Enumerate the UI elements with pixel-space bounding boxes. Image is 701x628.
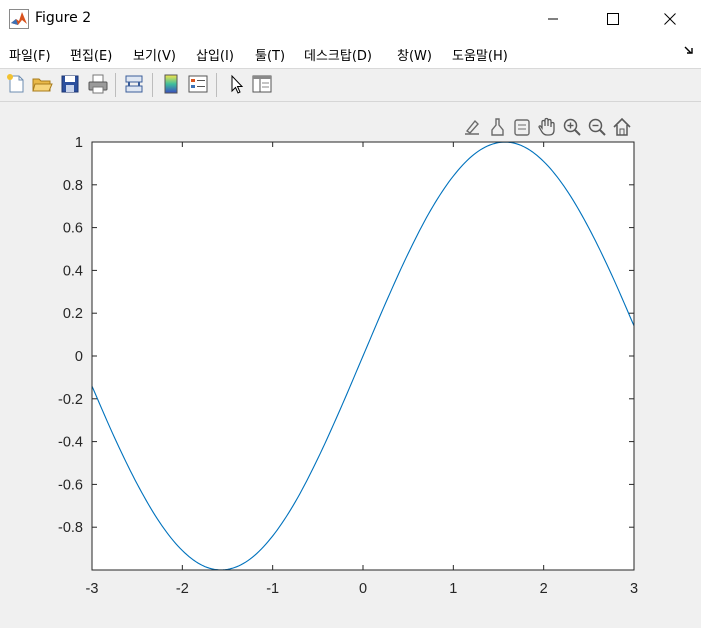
new-figure-icon[interactable]	[5, 73, 27, 95]
series-line-0[interactable]	[92, 141, 634, 571]
minimize-button[interactable]	[530, 0, 576, 38]
save-icon[interactable]	[59, 73, 81, 95]
x-tick-label: 3	[630, 581, 638, 597]
open-file-icon[interactable]	[31, 73, 53, 95]
toolbar-separator	[216, 73, 217, 97]
insert-legend-icon[interactable]	[187, 73, 209, 95]
x-tick-label: -1	[266, 581, 279, 597]
window-title: Figure 2	[35, 10, 92, 26]
menu-desktop[interactable]: 데스크탑(D)	[304, 49, 372, 64]
toolbar-separator	[115, 73, 116, 97]
zoom-out-icon[interactable]	[587, 116, 607, 138]
zoom-in-icon[interactable]	[562, 116, 582, 138]
close-icon	[664, 13, 676, 25]
menu-help[interactable]: 도움말(H)	[452, 49, 508, 64]
x-tick-label: -3	[86, 581, 99, 597]
y-tick-label: 0.8	[63, 178, 83, 194]
menu-view[interactable]: 보기(V)	[133, 49, 176, 64]
link-plot-icon[interactable]	[123, 73, 145, 95]
property-inspector-icon[interactable]	[251, 73, 273, 95]
data-tips-icon[interactable]	[487, 116, 507, 138]
datatip-list-icon[interactable]	[512, 116, 532, 138]
menu-bar: 파일(F) 편집(E) 보기(V) 삽입(I) 툴(T) 데스크탑(D) 창(W…	[0, 38, 701, 69]
x-tick-label: 1	[449, 581, 457, 597]
maximize-icon	[607, 13, 619, 25]
y-tick-label: 0	[75, 349, 83, 365]
y-tick-label: -0.6	[58, 477, 83, 493]
x-tick-label: 0	[359, 581, 367, 597]
y-tick-label: -0.4	[58, 435, 83, 451]
figure-toolbar	[0, 69, 701, 102]
menu-file[interactable]: 파일(F)	[9, 49, 51, 64]
x-tick-label: -2	[176, 581, 189, 597]
toolbar-separator	[152, 73, 153, 97]
y-tick-label: 1	[75, 135, 83, 151]
x-tick-label: 2	[540, 581, 548, 597]
minimize-icon	[548, 18, 558, 20]
y-tick-label: -0.8	[58, 520, 83, 536]
home-reset-icon[interactable]	[612, 116, 632, 138]
y-tick-label: 0.6	[63, 221, 83, 237]
menu-tools[interactable]: 툴(T)	[255, 49, 286, 64]
edit-plot-arrow-icon[interactable]	[225, 73, 247, 95]
menu-edit[interactable]: 편집(E)	[70, 49, 113, 64]
insert-colorbar-icon[interactable]	[160, 73, 182, 95]
print-icon[interactable]	[87, 73, 109, 95]
close-button[interactable]	[647, 0, 693, 38]
y-tick-label: -0.2	[58, 392, 83, 408]
maximize-button[interactable]	[590, 0, 636, 38]
y-tick-label: 0.4	[63, 263, 83, 279]
dock-arrow-icon[interactable]	[683, 44, 695, 56]
brush-edit-icon[interactable]	[462, 116, 482, 138]
pan-hand-icon[interactable]	[537, 116, 557, 138]
menu-insert[interactable]: 삽입(I)	[196, 49, 234, 64]
y-tick-label: 0.2	[63, 306, 83, 322]
menu-window[interactable]: 창(W)	[397, 49, 432, 64]
matlab-icon	[9, 9, 29, 29]
title-bar: Figure 2	[0, 0, 701, 38]
